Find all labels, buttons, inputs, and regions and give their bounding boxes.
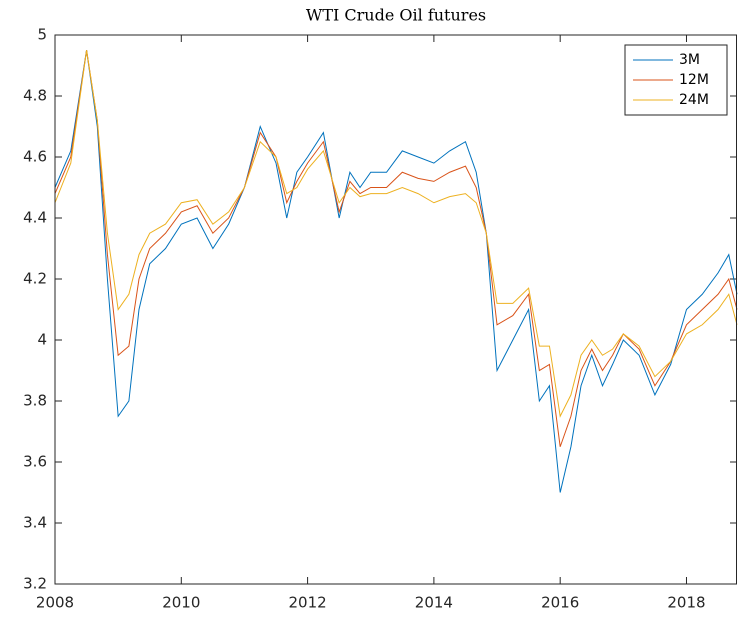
series-line xyxy=(54,50,738,418)
legend-label: 3M xyxy=(679,52,700,68)
y-tick-label: 3.6 xyxy=(23,453,47,471)
y-tick-label: 5 xyxy=(37,26,47,44)
x-tick-label: 2008 xyxy=(36,594,74,612)
axes-box xyxy=(54,34,737,585)
chart-title: WTI Crude Oil futures xyxy=(306,6,486,25)
x-tick-label: 2018 xyxy=(667,594,705,612)
y-tick-label: 4.2 xyxy=(23,270,47,288)
y-tick-label: 4 xyxy=(37,331,47,349)
series-line xyxy=(54,50,738,493)
x-tick-label: 2014 xyxy=(415,594,453,612)
series-line xyxy=(54,50,738,447)
x-tick-label: 2010 xyxy=(162,594,200,612)
plot-area xyxy=(55,35,737,584)
y-tick-label: 3.2 xyxy=(23,575,47,593)
x-tick-label: 2016 xyxy=(541,594,579,612)
legend-label: 12M xyxy=(679,72,709,88)
y-tick-label: 4.8 xyxy=(23,87,47,105)
y-tick-label: 4.6 xyxy=(23,148,47,166)
x-tick-label: 2012 xyxy=(288,594,326,612)
y-tick-label: 3.4 xyxy=(23,514,47,532)
legend-label: 24M xyxy=(679,92,709,108)
y-tick-label: 4.4 xyxy=(23,209,47,227)
y-tick-label: 3.8 xyxy=(23,392,47,410)
